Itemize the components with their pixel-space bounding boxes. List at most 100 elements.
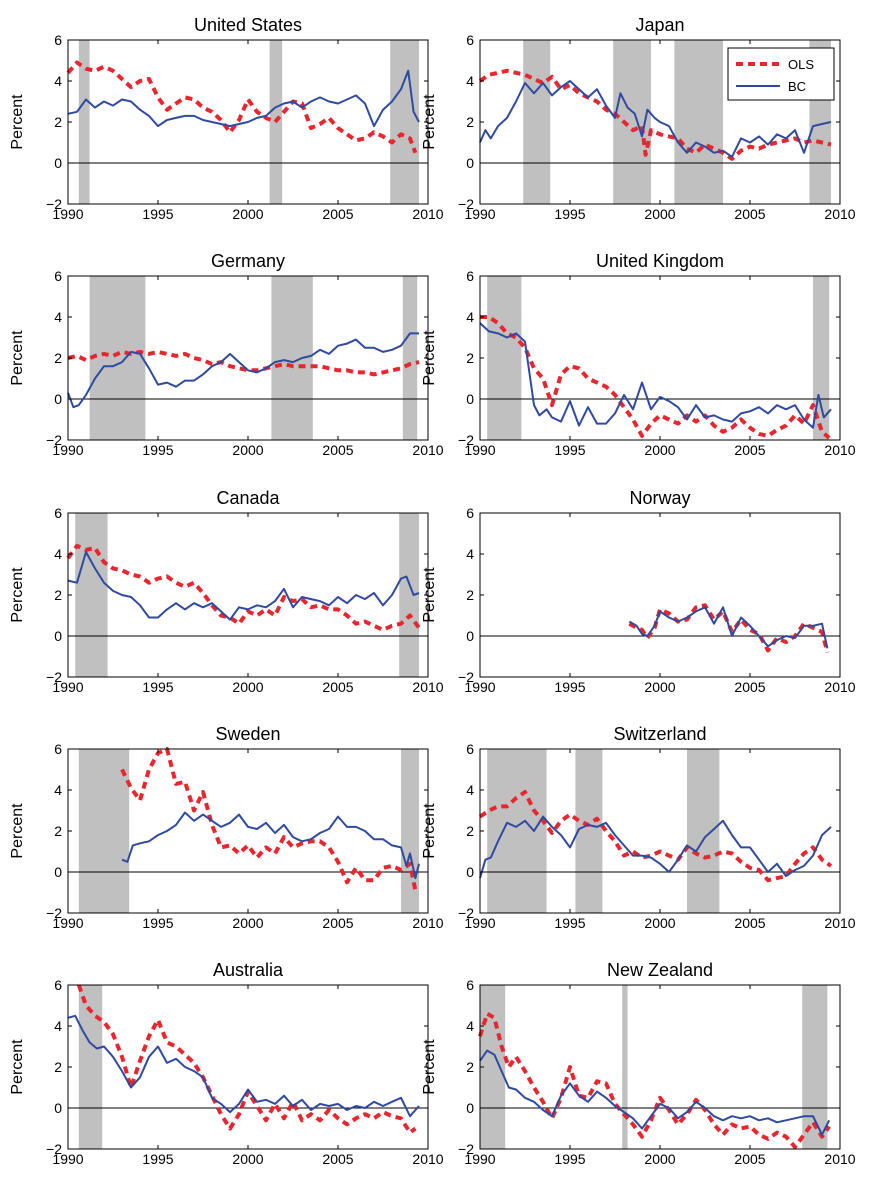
x-tick-label: 1990 <box>464 679 495 695</box>
y-tick-label: 6 <box>54 268 62 284</box>
x-tick-label: 2000 <box>232 915 263 931</box>
x-tick-label: 1995 <box>554 1151 585 1167</box>
series-line-bc <box>67 69 420 128</box>
x-tick-label: 2005 <box>734 915 765 931</box>
x-tick-label: 2005 <box>322 1151 353 1167</box>
series-line-ols <box>66 543 421 632</box>
x-tick-label: 1990 <box>52 915 83 931</box>
axes-frame <box>479 512 841 678</box>
y-tick-label: 0 <box>54 391 62 407</box>
y-axis-label: Percent <box>421 567 438 623</box>
chart-title: United Kingdom <box>596 251 724 271</box>
y-tick-label: 2 <box>54 587 62 603</box>
chart-title: Norway <box>629 488 690 508</box>
series-line-bc <box>67 1014 420 1118</box>
x-tick-label: 1990 <box>464 206 495 222</box>
x-tick-label: 2005 <box>734 679 765 695</box>
x-tick-label: 2000 <box>644 915 675 931</box>
series-line-ols <box>628 603 830 653</box>
x-tick-label: 1990 <box>52 1151 83 1167</box>
y-tick-label: 2 <box>54 114 62 130</box>
series-line-ols <box>478 790 833 883</box>
y-tick-label: 6 <box>466 505 474 521</box>
x-tick-label: 2005 <box>734 1151 765 1167</box>
y-tick-label: 6 <box>54 741 62 757</box>
panel-sweden: 1990 1995 2000 2005 2010 −2 0 2 4 6 Sweden Percent <box>9 724 444 931</box>
y-tick-label: 6 <box>54 505 62 521</box>
series-line-bc <box>479 815 832 879</box>
y-tick-label: 4 <box>466 309 474 325</box>
y-tick-label: −2 <box>46 1141 62 1157</box>
y-tick-label: 0 <box>54 864 62 880</box>
series-line-ols <box>66 60 418 154</box>
x-tick-label: 1995 <box>554 206 585 222</box>
panel-united-states: 1990 1995 2000 2005 2010 −2 0 2 4 6 United States P… <box>9 15 444 222</box>
y-tick-label: −2 <box>46 905 62 921</box>
y-tick-label: 4 <box>466 546 474 562</box>
x-tick-label: 2010 <box>824 442 855 458</box>
x-tick-label: 1990 <box>464 1151 495 1167</box>
x-tick-label: 1995 <box>142 206 173 222</box>
series-line-ols <box>67 349 420 377</box>
series-line-bc <box>479 80 832 158</box>
x-tick-label: 2000 <box>644 1151 675 1167</box>
y-tick-label: −2 <box>458 669 474 685</box>
y-tick-label: −2 <box>46 196 62 212</box>
recession-band <box>523 40 551 204</box>
y-tick-label: 2 <box>54 823 62 839</box>
y-tick-label: 4 <box>466 73 474 89</box>
panel-united-kingdom: 1990 1995 2000 2005 2010 −2 0 2 4 6 United Kingdom… <box>421 251 856 458</box>
y-tick-label: 0 <box>54 628 62 644</box>
x-tick-label: 2000 <box>232 679 263 695</box>
recession-band <box>89 276 146 440</box>
y-tick-label: 2 <box>466 587 474 603</box>
y-tick-label: 0 <box>466 155 474 171</box>
x-tick-label: 2000 <box>232 206 263 222</box>
chart-title: Australia <box>213 960 284 980</box>
chart-title: Germany <box>211 251 285 271</box>
x-tick-label: 1995 <box>554 679 585 695</box>
x-tick-label: 1995 <box>142 1151 173 1167</box>
y-tick-label: 2 <box>54 350 62 366</box>
y-axis-label: Percent <box>421 1039 438 1095</box>
x-tick-label: 2005 <box>322 679 353 695</box>
axes-frame <box>479 984 841 1150</box>
panel-norway: 1990 1995 2000 2005 2010 −2 0 2 4 6 Norway Percent <box>421 488 856 695</box>
x-tick-label: 2005 <box>734 206 765 222</box>
x-tick-label: 2000 <box>644 679 675 695</box>
x-tick-label: 1990 <box>52 442 83 458</box>
x-tick-label: 1995 <box>142 679 173 695</box>
x-tick-label: 1995 <box>554 442 585 458</box>
y-tick-label: −2 <box>46 669 62 685</box>
x-tick-label: 2010 <box>824 206 855 222</box>
y-tick-label: 0 <box>466 864 474 880</box>
y-tick-label: −2 <box>458 905 474 921</box>
series-line-bc <box>479 322 832 429</box>
y-axis-label: Percent <box>9 803 26 859</box>
y-tick-label: 4 <box>466 1018 474 1034</box>
x-tick-label: 2010 <box>412 679 443 695</box>
panel-germany: 1990 1995 2000 2005 2010 −2 0 2 4 6 Germany Percent <box>9 251 444 458</box>
y-tick-label: −2 <box>458 1141 474 1157</box>
axes-frame <box>479 275 841 441</box>
x-tick-label: 1995 <box>142 915 173 931</box>
x-tick-label: 2005 <box>322 442 353 458</box>
x-tick-label: 1990 <box>52 679 83 695</box>
panel-switzerland: 1990 1995 2000 2005 2010 −2 0 2 4 6 Switzerland Per… <box>421 724 856 931</box>
chart-title: New Zealand <box>607 960 713 980</box>
y-tick-label: 6 <box>466 32 474 48</box>
x-tick-label: 2005 <box>322 915 353 931</box>
y-axis-label: Percent <box>9 567 26 623</box>
recession-band <box>480 985 506 1149</box>
x-tick-label: 2010 <box>824 1151 855 1167</box>
recession-band <box>78 749 130 913</box>
panel-australia: 1990 1995 2000 2005 2010 −2 0 2 4 6 Australia Perce… <box>9 960 444 1167</box>
series-line-bc <box>67 551 420 621</box>
y-tick-label: 4 <box>466 782 474 798</box>
y-tick-label: 6 <box>466 268 474 284</box>
series-line-bc <box>67 332 419 409</box>
y-tick-label: 6 <box>466 741 474 757</box>
y-axis-label: Percent <box>421 330 438 386</box>
recession-band <box>487 276 522 440</box>
